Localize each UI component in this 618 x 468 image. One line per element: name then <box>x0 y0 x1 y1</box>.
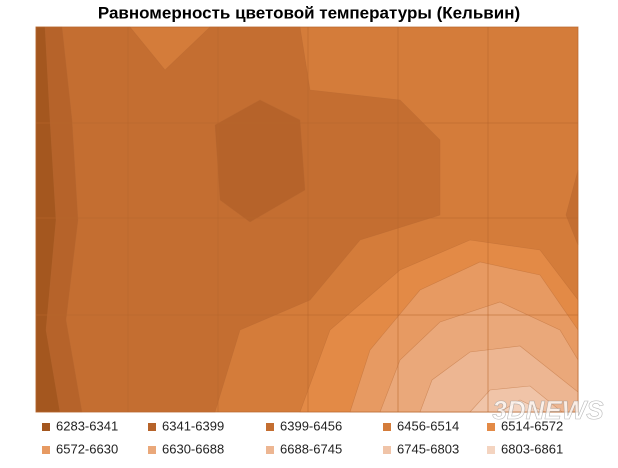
legend-label: 6630-6688 <box>162 441 224 456</box>
legend-swatch <box>487 423 495 431</box>
legend-swatch <box>487 446 495 454</box>
legend: 6283-6341 6341-6399 6399-6456 6456-6514 6514… <box>42 418 563 456</box>
legend-label: 6572-6630 <box>56 441 118 456</box>
legend-label: 6283-6341 <box>56 418 118 433</box>
legend-label: 6399-6456 <box>280 418 342 433</box>
legend-label: 6688-6745 <box>280 441 342 456</box>
legend-swatch <box>383 446 391 454</box>
legend-label: 6514-6572 <box>501 418 563 433</box>
legend-swatch <box>383 423 391 431</box>
legend-swatch <box>148 423 156 431</box>
contour-region <box>214 99 306 223</box>
plot-border <box>35 26 579 413</box>
chart-title: Равномерность цветовой температуры (Кель… <box>98 3 520 22</box>
legend-swatch <box>42 446 50 454</box>
plot-area <box>35 26 579 413</box>
legend-swatch <box>148 446 156 454</box>
legend-swatch <box>266 423 274 431</box>
legend-label: 6803-6861 <box>501 441 563 456</box>
legend-label: 6341-6399 <box>162 418 224 433</box>
legend-swatch <box>42 423 50 431</box>
legend-label: 6456-6514 <box>397 418 459 433</box>
watermark: 3DNEWS <box>492 395 604 425</box>
legend-swatch <box>266 446 274 454</box>
legend-label: 6745-6803 <box>397 441 459 456</box>
